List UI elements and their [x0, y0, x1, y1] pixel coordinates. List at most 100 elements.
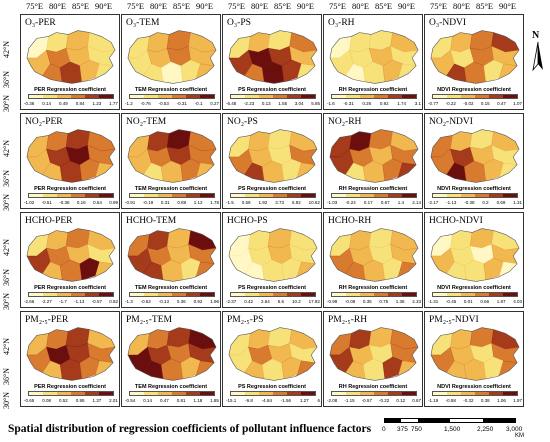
legend-title: TEM Regression coefficient [134, 285, 208, 291]
legend-swatch [433, 293, 447, 296]
legend-swatch [273, 392, 287, 395]
legend-tick-label: -1.02 [24, 200, 35, 205]
legend-title: TEM Regression coefficient [134, 87, 208, 93]
region-map [228, 129, 318, 183]
legend-tick-label: 0.2 [482, 200, 489, 205]
latitude-tick-label: 36°N [2, 71, 11, 88]
legend-ticks: -2.08 -1.15 -0.57 -0.22 0.12 0.67 [327, 398, 421, 405]
legend-tick-label: 0.27 [210, 101, 219, 106]
legend-tick-label: 1.37 [92, 398, 102, 403]
legend-swatch [475, 194, 489, 197]
legend-swatch [374, 293, 388, 296]
legend-swatch [489, 95, 503, 98]
legend-tick-label: -1.2 [125, 101, 133, 106]
legend-tick-label: -2.17 [428, 200, 439, 205]
legend-tick-label: 0.92 [379, 101, 389, 106]
latitude-tick-label: 30°N [2, 293, 11, 310]
legend-swatch [332, 194, 346, 197]
legend-swatch [503, 293, 517, 296]
legend-ticks: -2.66 -2.27 -1.7 -1.13 -0.57 0.82 [24, 299, 118, 306]
legend-tick-label: 0.95 [75, 398, 85, 403]
legend-tick-label: -0.98 [327, 299, 338, 304]
legend-swatch [301, 95, 315, 98]
legend-swatch [388, 293, 402, 296]
legend-ticks: -1.19 -0.58 -0.32 0.38 1.06 1.97 [428, 398, 522, 405]
legend-swatch [130, 392, 144, 395]
longitude-tick-label: 85°E [274, 1, 292, 11]
legend-swatch [85, 194, 99, 197]
legend-color-bar [432, 292, 518, 297]
legend-swatch [57, 392, 71, 395]
legend-title: PER Regression coefficient [34, 186, 106, 192]
legend-swatch [447, 95, 461, 98]
legend-tick-label: 1.18 [193, 398, 203, 403]
longitude-tick-label: 90°E [297, 1, 315, 11]
region-map [26, 30, 116, 84]
legend-color-bar [432, 94, 518, 99]
legend-tick-label: -0.31 [176, 101, 187, 106]
legend-tick-label: -0.57 [361, 398, 372, 403]
legend-tick-label: -0.54 [125, 398, 136, 403]
legend-tick-label: -0.1 [194, 101, 203, 106]
panel-title: O₃-PER [25, 18, 56, 28]
legend-tick-label: -0.31 [343, 101, 354, 106]
legend-ticks: -1.5 0.59 1.92 3.73 5.92 10.62 [226, 200, 320, 207]
latitude-axis: 42°N 36°N 30°N 42°N 36°N 30°N 42°N 36°N 30°N 42°N… [0, 10, 20, 410]
legend-swatch [374, 392, 388, 395]
legend-color-bar [28, 292, 114, 297]
legend-swatch [346, 392, 360, 395]
legend-tick-label: 10.2 [291, 299, 301, 304]
scale-bar-label: 1,500 [444, 426, 461, 433]
legend-swatch [475, 392, 489, 395]
legend-swatch [186, 194, 200, 197]
legend-swatch [71, 293, 85, 296]
panel-title: PM₂.₅-NDVI [429, 315, 479, 325]
legend-tick-label: 4.03 [513, 299, 522, 304]
legend-tick-label: 0.08 [42, 398, 51, 403]
latitude-tick-label: 30°N [2, 392, 11, 409]
legend-tick-label: -0.58 [445, 398, 456, 403]
legend-swatch [29, 194, 43, 197]
legend-tick-label: -0.62 [140, 299, 151, 304]
legend-swatch [158, 95, 172, 98]
region-map [228, 30, 318, 84]
legend-swatch [144, 194, 158, 197]
longitude-tick-label: 85°E [476, 1, 494, 11]
region-outline [329, 30, 419, 84]
legend-ticks: -1.02 -0.51 -0.36 0.16 0.54 0.99 [24, 200, 118, 207]
map-panel: HCHO-NDVI NDVI Regression coefficient -1.3… [424, 212, 524, 308]
region-outline [228, 129, 318, 183]
figure-caption: Spatial distribution of regression coeff… [8, 423, 372, 435]
legend-tick-label: 0.16 [76, 200, 86, 205]
latitude-tick-label: 36°N [2, 368, 11, 385]
latitude-tick-label: 42°N [2, 239, 11, 256]
map-panel: PM₂.₅-PER PER Regression coefficient -0.65… [20, 311, 120, 407]
panel-title: PM₂.₅-PER [25, 315, 69, 325]
legend-title: PER Regression coefficient [34, 384, 106, 390]
latitude-tick-label: 36°N [2, 170, 11, 187]
legend-swatch [360, 95, 374, 98]
legend-tick-label: -0.22 [379, 398, 390, 403]
legend-swatch [360, 392, 374, 395]
legend-swatch [71, 95, 85, 98]
legend-tick-label: 0.47 [497, 101, 506, 106]
legend-swatch [71, 392, 85, 395]
legend-swatch [360, 194, 374, 197]
legend-tick-label: 0.82 [109, 299, 118, 304]
legend-tick-label: 0.47 [159, 398, 169, 403]
legend-swatch [287, 95, 301, 98]
legend-tick-label: -0.02 [463, 101, 474, 106]
legend-color-bar [331, 292, 417, 297]
legend-tick-label: -15.1 [226, 398, 237, 403]
legend-tick-label: 0.13 [261, 101, 271, 106]
legend-tick-label: -2.27 [41, 299, 52, 304]
legend-swatch [259, 392, 273, 395]
legend-tick-label: -0.53 [158, 101, 169, 106]
legend-tick-label: 1.92 [258, 200, 268, 205]
legend-title: PS Regression coefficient [238, 285, 306, 291]
legend-swatch [433, 194, 447, 197]
legend-tick-label: 3.04 [294, 101, 304, 106]
longitude-tick-label: 75°E [430, 1, 448, 11]
legend-tick-label: -1.13 [74, 299, 85, 304]
legend-swatch [99, 392, 113, 395]
